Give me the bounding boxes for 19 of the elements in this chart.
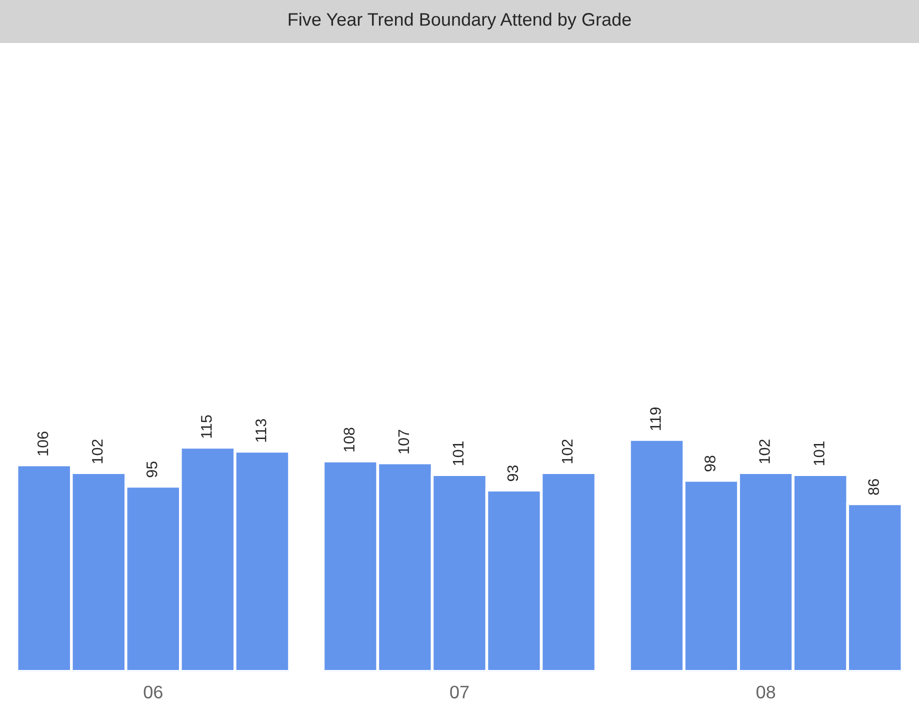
data-label: 113 (256, 419, 266, 442)
data-label: 102 (562, 440, 573, 464)
chart-title: Five Year Trend Boundary Attend by Grade (288, 12, 631, 30)
data-label: 107 (398, 430, 410, 454)
data-label: 101 (452, 441, 464, 466)
data-label: 119 (650, 408, 661, 430)
data-label: 95 (146, 462, 158, 478)
x-tick-label: 08 (756, 686, 776, 698)
data-label: 102 (92, 440, 103, 464)
data-label: 101 (814, 441, 824, 466)
x-tick-label: 07 (450, 686, 469, 698)
data-label: 102 (759, 440, 770, 464)
data-label: 98 (704, 456, 716, 472)
data-label: 86 (868, 479, 879, 495)
x-tick-label: 06 (144, 686, 162, 698)
data-label: 93 (507, 466, 518, 482)
data-label: 106 (37, 432, 48, 456)
data-label: 108 (344, 428, 355, 452)
data-label: 115 (201, 415, 212, 438)
